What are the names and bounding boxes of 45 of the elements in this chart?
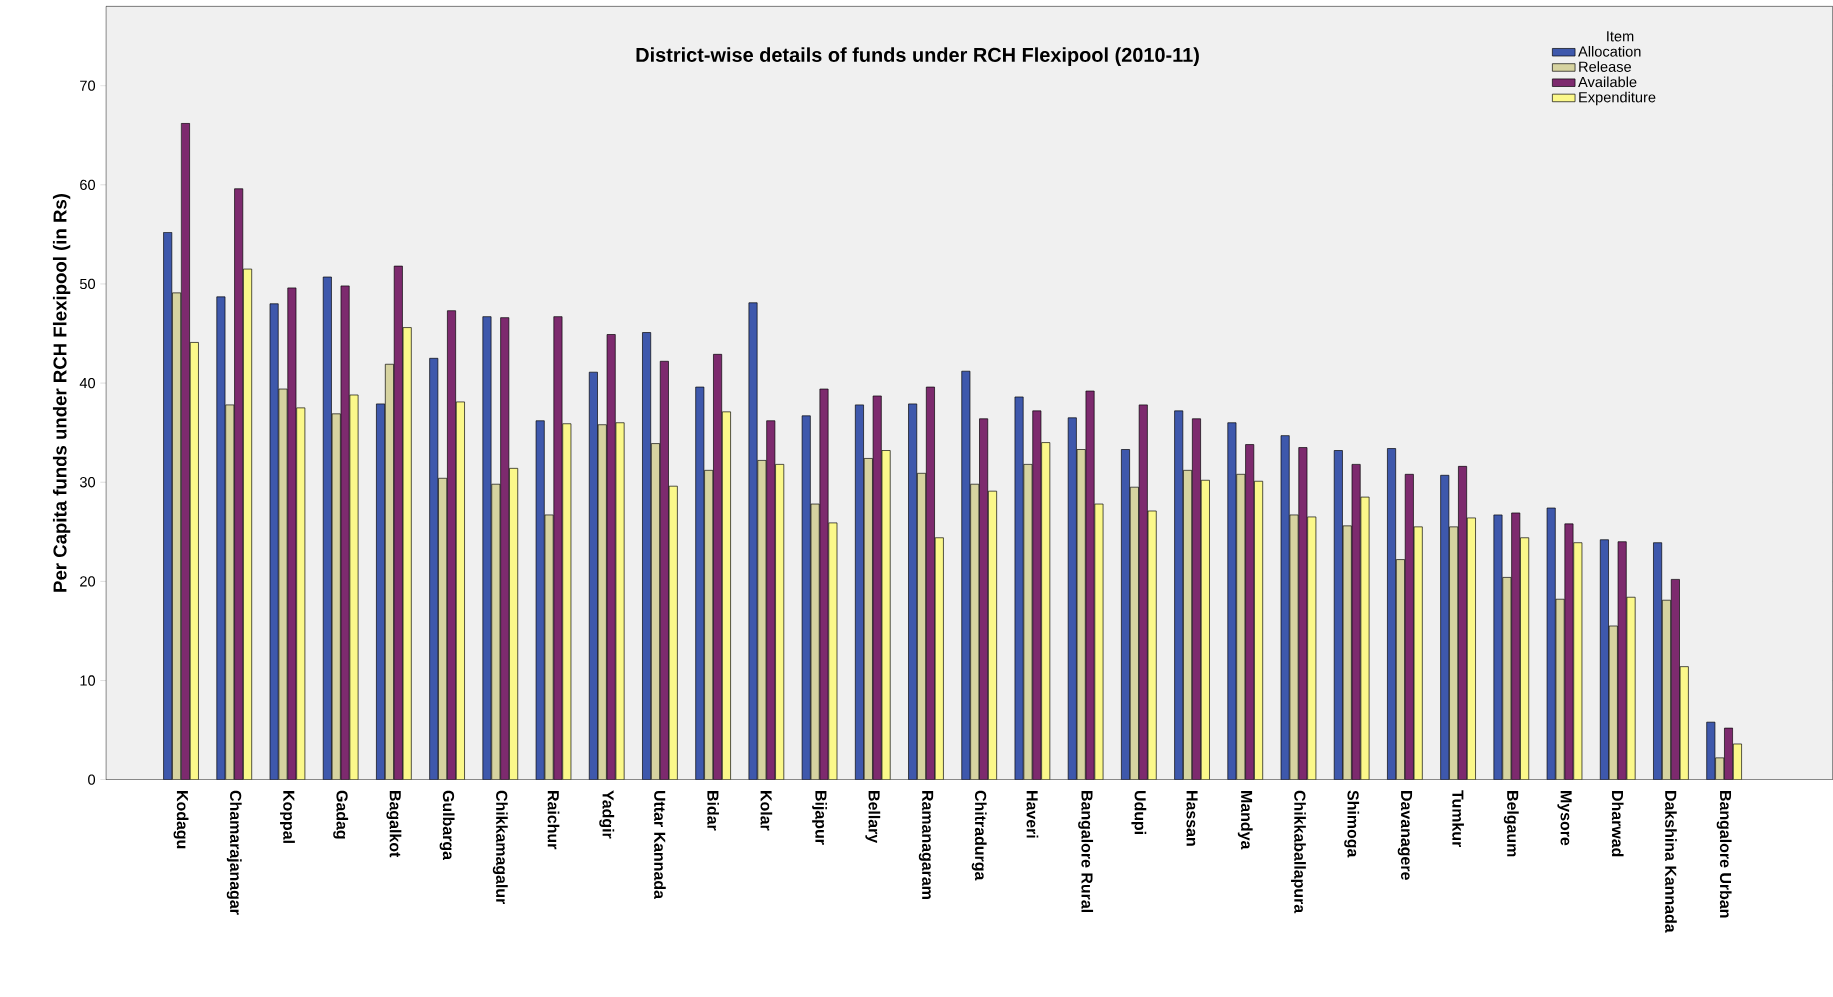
x-tick-label: Koppal	[280, 791, 295, 843]
y-tick-label: 40	[79, 377, 96, 389]
x-tick-label: Chamarajanagar	[226, 790, 242, 915]
y-tick-label: 50	[79, 278, 96, 290]
x-tick-label: Raichur	[547, 791, 560, 850]
x-tick-label: Dakshina Kannada	[1665, 791, 1677, 933]
y-tick-label: 20	[80, 576, 96, 587]
x-tick-label: Gadag	[333, 790, 349, 839]
x-tick-label: Kolar	[760, 791, 773, 831]
x-tick-label: Uttar Kannada	[654, 790, 666, 900]
x-tick-label: Bangalore Urban	[1716, 791, 1732, 918]
x-tick-label: Davanagere	[1397, 791, 1413, 880]
y-tick-label: 60	[80, 179, 96, 190]
y-tick-label: 10	[80, 675, 96, 686]
x-tick-label: Tumkur	[1452, 790, 1464, 848]
y-tick-label: 70	[80, 80, 96, 91]
x-tick-label: Gulbarga	[439, 790, 455, 861]
y-axis-title: Per Capita funds under RCH Flexipool (in Rs)	[52, 194, 71, 592]
text: District-wise details of funds under RCH Flexipool (2010-11)	[636, 47, 1199, 66]
legend-label: Expenditure	[1579, 91, 1656, 106]
legend-label: Available	[1578, 76, 1637, 88]
x-tick-label: Bijapur	[812, 791, 827, 845]
x-tick-label: Haveri	[1026, 791, 1039, 838]
x-tick-label: Belgaum	[1503, 791, 1519, 857]
x-tick-label: Chikkamagalur	[492, 790, 508, 905]
x-tick-label: Shimoga	[1344, 790, 1360, 858]
legend-title: Item	[1607, 31, 1634, 42]
x-tick-label: Bangalore Rural	[1078, 791, 1094, 912]
x-tick-label: Mysore	[1557, 791, 1572, 846]
x-tick-label: Bagalkot	[386, 791, 402, 858]
x-tick-label: Chitradurga	[971, 790, 987, 881]
x-tick-label: Mandya	[1237, 791, 1253, 850]
x-tick-label: Dharwad	[1611, 791, 1624, 857]
x-tick-label: Bellary	[865, 791, 881, 844]
x-tick-label: Kodagu	[173, 791, 189, 849]
x-tick-label: Ramanagaram	[918, 791, 934, 899]
x-tick-label: Bidar	[707, 791, 719, 831]
legend-label: Allocation	[1578, 45, 1641, 57]
x-tick-label: Yadgir	[599, 790, 615, 839]
x-tick-label: Chikkaballapura	[1291, 790, 1306, 914]
y-tick-label: 0	[88, 774, 96, 785]
x-tick-label: Udupi	[1131, 790, 1147, 835]
x-tick-label: Hassan	[1186, 791, 1198, 846]
y-tick-label: 30	[79, 477, 96, 488]
legend-label: Release	[1579, 61, 1631, 72]
